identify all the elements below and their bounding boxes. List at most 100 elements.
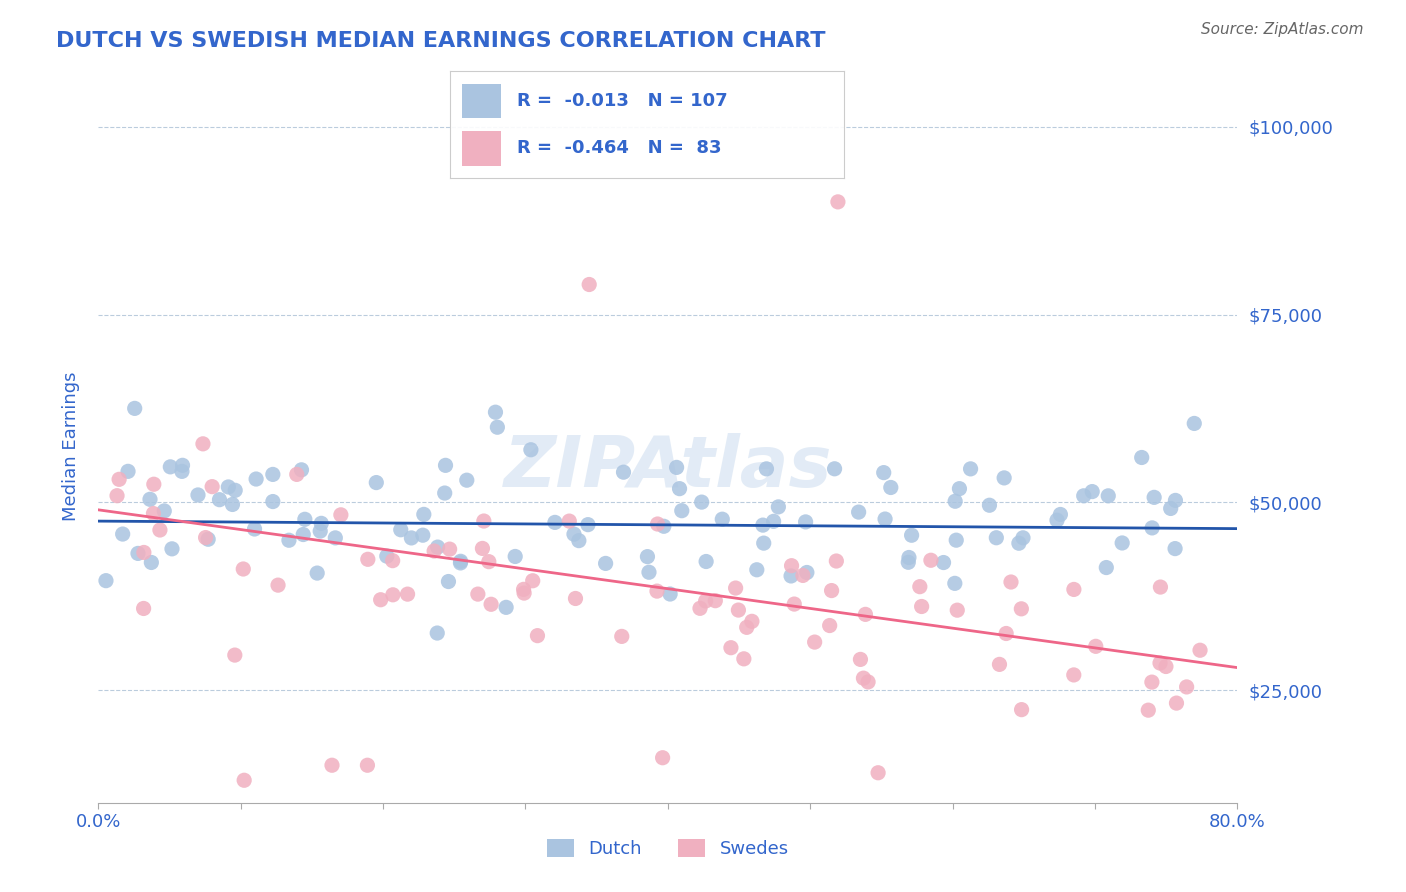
Point (221, 498, 243, 512)
Point (187, 488, 209, 502)
Point (724, 581, 747, 595)
Point (690, 495, 713, 509)
Point (484, 405, 506, 419)
Point (948, 482, 970, 496)
Point (1097, 489, 1119, 503)
Point (647, 516, 669, 531)
Point (668, 482, 690, 496)
Point (311, 516, 333, 531)
Point (768, 500, 790, 514)
Point (943, 494, 966, 508)
Point (959, 462, 981, 476)
Point (426, 626, 449, 640)
Point (1149, 580, 1171, 594)
Point (695, 554, 717, 568)
Point (172, 458, 194, 473)
Point (243, 522, 266, 536)
Point (412, 528, 434, 542)
Point (652, 519, 675, 533)
Point (727, 603, 749, 617)
Point (1011, 703, 1033, 717)
Point (689, 601, 711, 615)
Point (389, 523, 412, 537)
Point (1130, 450, 1153, 465)
Point (141, 556, 163, 570)
Point (659, 587, 682, 601)
Point (170, 464, 193, 478)
Point (1081, 484, 1104, 499)
Point (412, 508, 434, 522)
Point (796, 566, 818, 580)
Point (993, 471, 1015, 485)
Point (309, 524, 332, 538)
Point (224, 483, 246, 498)
Point (1164, 541, 1187, 556)
Point (472, 514, 495, 528)
Text: DUTCH VS SWEDISH MEDIAN EARNINGS CORRELATION CHART: DUTCH VS SWEDISH MEDIAN EARNINGS CORRELA… (56, 31, 825, 51)
Point (426, 540, 449, 554)
Point (1140, 521, 1163, 535)
Point (665, 460, 688, 475)
Point (478, 555, 501, 569)
Point (1143, 491, 1166, 505)
Point (232, 562, 254, 576)
Point (191, 437, 214, 451)
Point (612, 465, 634, 479)
Point (873, 512, 896, 526)
Point (945, 533, 967, 548)
Point (434, 458, 457, 473)
Point (450, 554, 472, 568)
Point (1049, 508, 1071, 522)
Point (803, 635, 825, 649)
Point (1160, 501, 1182, 516)
Point (323, 531, 346, 545)
Point (855, 607, 877, 622)
Point (471, 541, 494, 556)
Point (159, 459, 181, 474)
Point (197, 533, 219, 547)
Point (638, 566, 661, 580)
Point (423, 544, 446, 558)
Point (995, 626, 1018, 640)
Point (920, 553, 942, 567)
Bar (461, 131, 501, 166)
Point (321, 758, 343, 772)
Point (711, 512, 734, 526)
Point (595, 557, 617, 571)
Point (880, 481, 903, 495)
Point (1189, 643, 1212, 657)
Point (576, 517, 599, 532)
Point (568, 533, 591, 548)
Point (262, 494, 284, 508)
Point (1084, 640, 1107, 654)
Text: R =  -0.464   N =  83: R = -0.464 N = 83 (517, 139, 721, 157)
Point (735, 620, 758, 634)
Point (456, 473, 478, 487)
Point (486, 420, 509, 434)
Point (783, 597, 806, 611)
Point (645, 584, 668, 599)
Point (780, 569, 803, 583)
Point (1111, 536, 1133, 550)
Point (820, 583, 842, 598)
Y-axis label: Median Earnings: Median Earnings (62, 371, 80, 521)
Point (307, 566, 329, 580)
Point (433, 486, 456, 500)
Point (357, 552, 380, 566)
Point (558, 514, 581, 528)
Point (818, 618, 841, 632)
Point (873, 466, 896, 480)
Point (1012, 531, 1035, 545)
Point (512, 582, 534, 597)
Bar (461, 84, 501, 119)
Point (94, 574, 117, 588)
Point (578, 277, 600, 292)
Point (366, 475, 388, 490)
Point (449, 556, 471, 570)
Point (292, 527, 315, 541)
Point (1095, 560, 1118, 574)
Point (108, 472, 131, 486)
Point (1010, 602, 1032, 616)
Point (943, 576, 966, 591)
Point (733, 652, 755, 666)
